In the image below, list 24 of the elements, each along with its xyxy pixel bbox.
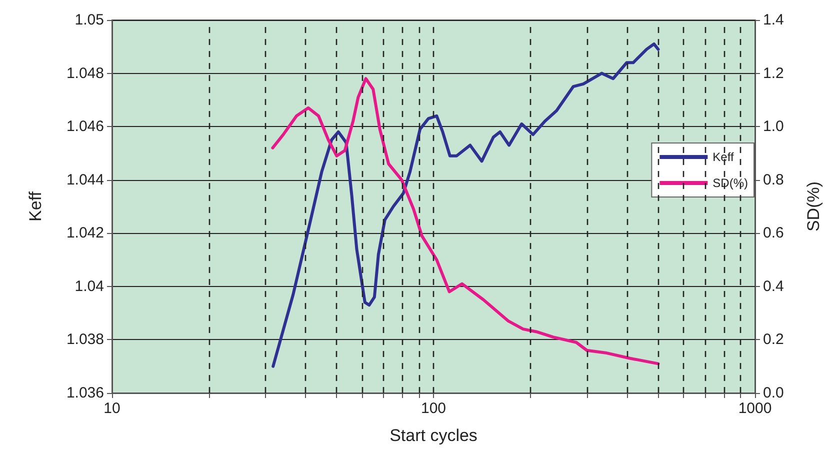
y2-tick-label: 0.4 [763,278,784,295]
y-tick-label: 1.036 [66,384,104,402]
y-axis-title: Keff [26,191,45,222]
x-tick-label: 1000 [738,400,772,417]
y2-axis-title: SD(%) [804,181,823,232]
x-tick-label: 100 [420,400,446,417]
y-tick-label: 1.05 [74,12,104,28]
y2-tick-label: 1.2 [763,64,784,82]
y-tick-label: 1.04 [74,278,104,295]
y2-tick-label: 0.8 [763,171,784,188]
x-axis-title: Start cycles [390,426,478,445]
y-tick-label: 1.048 [66,64,104,82]
y2-tick-label: 0.0 [763,384,784,402]
y2-tick-label: 0.2 [763,331,784,348]
legend-label: SD(%) [712,176,748,190]
y2-tick-label: 1.0 [763,118,784,136]
y-tick-label: 1.046 [66,118,104,136]
y-tick-label: 1.038 [66,331,104,348]
legend-label: Keff [712,150,734,164]
y2-tick-label: 0.6 [763,224,784,242]
y-tick-label: 1.044 [66,171,104,188]
x-tick-label: 10 [104,400,120,417]
y2-tick-label: 1.4 [763,12,784,28]
y-tick-label: 1.042 [66,224,104,242]
